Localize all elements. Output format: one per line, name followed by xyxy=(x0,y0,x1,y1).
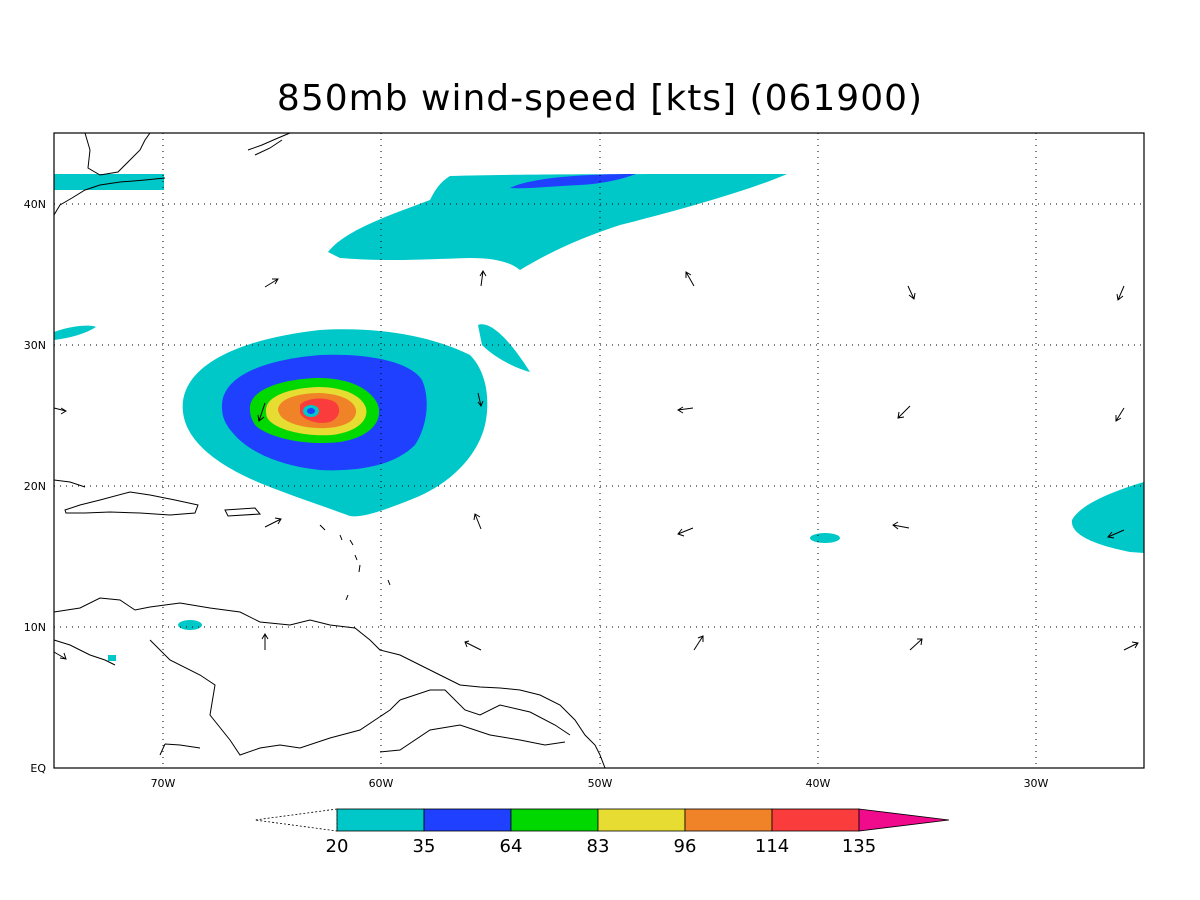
coast-hispaniola xyxy=(64,491,199,516)
wind-vectors xyxy=(53,270,1139,660)
lon-label-70w: 70W xyxy=(151,777,176,790)
lon-label-30w: 30W xyxy=(1024,777,1049,790)
coast-newfoundland xyxy=(254,139,283,156)
east-patch-20kt xyxy=(1071,482,1144,553)
colorbar-label-35: 35 xyxy=(413,836,436,857)
wind-speed-shading xyxy=(54,174,1144,661)
north-band-35kt xyxy=(510,174,636,189)
coast-north-america xyxy=(84,132,151,176)
small-patch-3 xyxy=(108,655,116,661)
lat-label-10n: 10N xyxy=(24,621,46,634)
wind-vector xyxy=(1115,407,1125,422)
wind-vector xyxy=(257,402,266,422)
wind-vector xyxy=(477,392,484,408)
colorbar-swatch-2 xyxy=(510,808,599,832)
coastlines xyxy=(53,132,606,769)
longitude-labels: 70W 60W 50W 40W 30W xyxy=(151,777,1049,790)
coast-south-america xyxy=(53,597,606,769)
wind-vector xyxy=(464,640,482,651)
wind-vector xyxy=(53,651,67,660)
wind-vector xyxy=(677,527,694,537)
latitude-labels: EQ 10N 20N 30N 40N xyxy=(24,198,47,775)
coast-antilles xyxy=(319,524,391,601)
colorbar-label-96: 96 xyxy=(674,836,697,857)
lon-label-50w: 50W xyxy=(588,777,613,790)
wind-vector xyxy=(693,635,704,651)
lat-label-40n: 40N xyxy=(24,198,46,211)
lon-label-60w: 60W xyxy=(369,777,394,790)
border-brazil xyxy=(379,724,566,753)
wind-vector xyxy=(897,405,911,419)
border-guianas xyxy=(399,689,571,736)
wind-vector xyxy=(907,285,916,300)
wind-vector xyxy=(264,517,282,528)
coast-central-america xyxy=(53,639,116,666)
coast-cuba xyxy=(53,479,86,488)
wind-vector xyxy=(892,521,910,530)
colorbar: 20 35 64 83 96 114 135 xyxy=(254,808,950,857)
wind-vector xyxy=(261,633,269,650)
colorbar-swatch-6 xyxy=(858,808,950,832)
lat-label-20n: 20N xyxy=(24,480,46,493)
wind-vector xyxy=(473,513,482,530)
colorbar-swatch-3 xyxy=(597,808,686,832)
colorbar-swatch-1 xyxy=(423,808,512,832)
colorbar-swatch-5 xyxy=(771,808,860,832)
wind-vector xyxy=(677,406,694,414)
coastal-patch-w xyxy=(54,325,96,340)
wind-vector xyxy=(685,271,695,287)
colorbar-label-83: 83 xyxy=(587,836,610,857)
coast-puerto-rico xyxy=(224,507,262,517)
wind-vector xyxy=(479,270,487,287)
storm-20kt-tail xyxy=(478,324,530,372)
wind-vector xyxy=(909,638,923,651)
storm-eye-inner xyxy=(307,408,315,414)
coast-nova-scotia xyxy=(247,132,291,151)
coast-new-england xyxy=(53,177,166,216)
wind-vector xyxy=(1123,641,1139,651)
small-patch-2 xyxy=(178,620,202,630)
colorbar-swatch-4 xyxy=(684,808,773,832)
lon-label-40w: 40W xyxy=(806,777,831,790)
colorbar-low-triangle xyxy=(254,808,338,832)
coast-brazil-inner xyxy=(159,743,201,756)
colorbar-swatch-0 xyxy=(336,808,425,832)
colorbar-label-114: 114 xyxy=(755,836,789,857)
colorbar-label-64: 64 xyxy=(500,836,523,857)
wind-vector xyxy=(53,407,67,415)
north-band-20kt xyxy=(328,174,787,270)
colorbar-label-20: 20 xyxy=(326,836,349,857)
wind-vector xyxy=(1116,285,1125,301)
coastal-patch-nw xyxy=(54,174,164,190)
wind-vector xyxy=(264,278,279,288)
colorbar-label-135: 135 xyxy=(842,836,876,857)
lat-label-eq: EQ xyxy=(30,762,46,775)
lat-label-30n: 30N xyxy=(24,339,46,352)
map-frame xyxy=(53,132,1145,769)
wind-vector xyxy=(1107,529,1125,539)
chart-title: 850mb wind-speed [kts] (061900) xyxy=(276,78,924,119)
border-venezuela-colombia xyxy=(149,639,401,756)
small-patch-1 xyxy=(810,533,840,543)
